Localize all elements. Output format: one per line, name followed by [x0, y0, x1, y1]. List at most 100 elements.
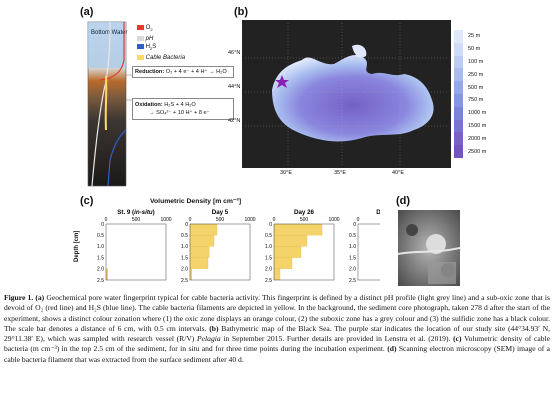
panel-a-label: (a) [80, 6, 94, 18]
depth-scale-swatch [454, 81, 463, 94]
density-bar [189, 235, 215, 247]
depth-scale-label: 2500 m [468, 148, 487, 155]
depth-scale-swatch [454, 119, 463, 133]
y-tick-label: 2.0 [349, 267, 356, 273]
depth-scale-item: 1500 m [454, 119, 487, 133]
depth-scale-item: 1000 m [454, 106, 487, 120]
y-tick-label: 0 [269, 222, 272, 228]
depth-scale-swatch [454, 145, 463, 158]
depth-scale-item: 25 m [454, 30, 486, 43]
black-sea-water [272, 54, 434, 142]
reduction-equation-box: Reduction: O₂ + 4 e⁻ + 4 H⁺ → H₂O [132, 66, 234, 78]
y-tick-label: 2.5 [265, 278, 272, 284]
y-tick-label: 0.5 [97, 233, 104, 239]
depth-scale-swatch [454, 68, 463, 82]
depth-scale-label: 1000 m [468, 110, 487, 117]
figure-caption: Figure 1. (a) Geochemical pore water fin… [4, 293, 551, 364]
lon-label-40: 40°E [392, 170, 404, 176]
subplot-title: Day 26 [294, 209, 315, 216]
density-bar [273, 246, 302, 258]
y-tick-label: 2.5 [181, 278, 188, 284]
x-tick-label: 0 [357, 217, 360, 223]
density-bar [273, 257, 293, 269]
y-tick-label: 0 [185, 222, 188, 228]
x-tick-label: 0 [105, 217, 108, 223]
depth-scale-label: 1500 m [468, 122, 487, 129]
y-tick-label: 2.0 [181, 267, 188, 273]
black-sea-map [245, 23, 448, 165]
depth-scale-swatch [454, 93, 463, 107]
y-tick-label: 0.5 [349, 233, 356, 239]
caption-fig-label: Figure 1. [4, 293, 34, 302]
lat-label-42: 42°N [228, 118, 241, 124]
subplot-title: St. 9 (in-situ) [117, 209, 154, 216]
depth-scale-label: 2000 m [468, 135, 487, 142]
depth-scale-swatch [454, 30, 463, 43]
y-tick-label: 1.5 [97, 255, 104, 261]
y-tick-label: 0.5 [265, 233, 272, 239]
x-tick-label: 500 [216, 217, 225, 223]
depth-scale-label: 250 m [468, 71, 484, 78]
density-bar [189, 268, 192, 281]
depth-scale-item: 250 m [454, 68, 486, 82]
depth-scale-swatch [454, 55, 463, 69]
oxidation-equation-line1: H₂S + 4 H₂O [164, 102, 196, 108]
density-bar [105, 268, 108, 281]
depth-scale-item: 500 m [454, 81, 486, 94]
y-tick-label: 0.5 [181, 233, 188, 239]
lat-label-46: 46°N [228, 50, 241, 56]
caption-text-a: Geochemical pore water fingerprint typic… [4, 293, 550, 333]
depth-scale-item: 2000 m [454, 132, 487, 146]
caption-text-b: Bathymetric map of the Black Sea. The pu… [4, 323, 550, 344]
y-tick-label: 1.0 [97, 244, 104, 250]
depth-scale-label: 750 m [468, 97, 484, 104]
y-tick-label: 1.0 [181, 244, 188, 250]
y-tick-label: 0 [101, 222, 104, 228]
bottom-water-title: Bottom Water [91, 30, 127, 36]
density-bar [189, 246, 210, 258]
y-tick-label: 2.5 [349, 278, 356, 284]
caption-vessel: Pelagia [197, 334, 221, 344]
o2-line [99, 22, 125, 81]
depth-scale-item: 2500 m [454, 145, 486, 158]
depth-scale-swatch [454, 42, 463, 56]
caption-c-label: (c) [453, 334, 462, 344]
depth-scale-item: 50 m [454, 42, 486, 56]
bottom-water-zone [88, 22, 126, 68]
caption-d-label: (d) [387, 344, 397, 354]
x-tick-label: 0 [189, 217, 192, 223]
bathymetry-map: 46°N 44°N 42°N 30°E 35°E 40°E [228, 20, 451, 176]
legend-item-h2s: H2S [137, 43, 185, 54]
y-tick-label: 2.5 [97, 278, 104, 284]
subplot-frame [273, 223, 335, 281]
ph-line [91, 21, 111, 187]
x-tick-label: 0 [273, 217, 276, 223]
subplot-frame [357, 223, 380, 281]
y-tick-label: 1.0 [349, 244, 356, 250]
panel-a-figure: Bottom Water [87, 21, 132, 187]
subplot-title: Day 5 [212, 209, 229, 216]
legend-swatch-h2s [137, 43, 144, 49]
density-bar [273, 268, 281, 281]
y-tick-label: 0 [353, 222, 356, 228]
panel-b-label: (b) [234, 6, 249, 18]
caption-text-d: Scanning electron microscopy (SEM) image… [4, 344, 551, 364]
subplot-title: Day 207 [376, 209, 380, 216]
oxidation-equation-line2: → SO₄²⁻ + 10 H⁺ + 8 e⁻ [149, 110, 210, 116]
density-bar [273, 223, 323, 236]
depth-colorbar: 25 m 50 m 100 m 250 m 500 m 750 m 1000 m 1500 m… [454, 30, 486, 158]
depth-scale-label: 100 m [468, 58, 484, 65]
depth-scale-label: 25 m [468, 33, 481, 40]
reduction-equation: O₂ + 4 e⁻ + 4 H⁺ → H₂O [165, 69, 227, 75]
panel-a-legend: O2 pH H2S Cable Bacteria [137, 24, 185, 62]
depth-scale-label: 50 m [468, 46, 481, 53]
sea-of-azov [352, 44, 367, 58]
panel-c-title: Volumetric Density [m cm⁻³] [150, 198, 242, 205]
subplot-frame [189, 223, 251, 281]
depth-scale-swatch [454, 132, 463, 146]
y-tick-label: 2.0 [265, 267, 272, 273]
oxidation-equation-box: Oxidation: H₂S + 4 H₂O → SO₄²⁻ + 10 H⁺ +… [132, 98, 234, 120]
panel-c-label: (c) [80, 195, 94, 207]
volumetric-density-chart: St. 9 (in-situ) 0 500 1000 0 0.5 1.0 1.5 2.0 2.5 D… [97, 209, 380, 284]
lon-label-35: 35°E [334, 170, 346, 176]
